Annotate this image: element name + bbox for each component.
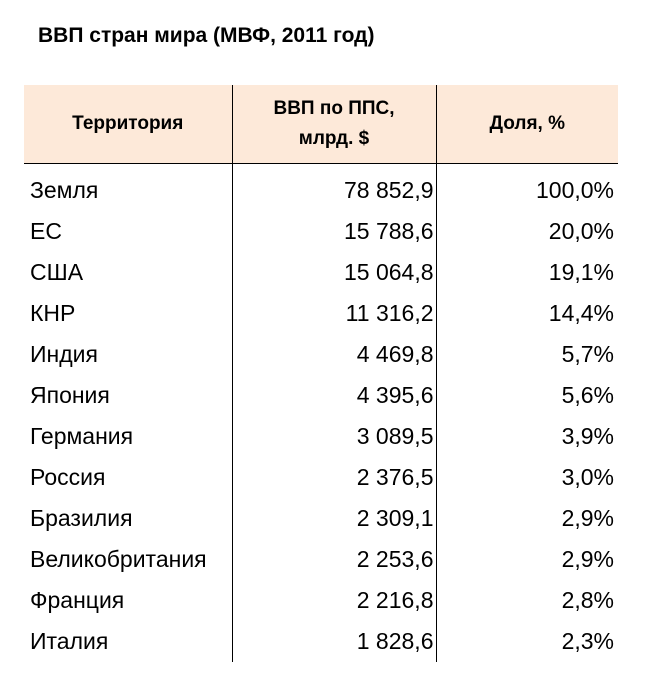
cell-gdp: 2 253,6 <box>231 539 437 580</box>
cell-gdp: 1 828,6 <box>231 621 437 662</box>
cell-territory: Россия <box>30 464 106 490</box>
table-row: ЕС 15 788,6 20,0% <box>24 211 618 252</box>
cell-share: 5,6% <box>561 382 614 408</box>
cell-gdp: 4 395,6 <box>231 375 437 416</box>
header-row: Территория ВВП по ППС, млрд. $ Доля, % <box>24 85 618 164</box>
cell-territory: Япония <box>30 382 110 408</box>
header-gdp-line2: млрд. $ <box>298 128 370 149</box>
cell-gdp: 4 469,8 <box>231 334 437 375</box>
header-gdp: ВВП по ППС, млрд. $ <box>231 85 437 164</box>
table-row: КНР 11 316,2 14,4% <box>24 293 618 334</box>
header-gdp-line1: ВВП по ППС, <box>273 98 395 119</box>
table-row: Бразилия 2 309,1 2,9% <box>24 498 618 539</box>
table-row: Япония 4 395,6 5,6% <box>24 375 618 416</box>
table-row: Италия 1 828,6 2,3% <box>24 621 618 662</box>
cell-share: 100,0% <box>535 177 614 203</box>
table-row: Индия 4 469,8 5,7% <box>24 334 618 375</box>
cell-gdp: 2 309,1 <box>231 498 437 539</box>
table-row: Великобритания 2 253,6 2,9% <box>24 539 618 580</box>
cell-territory: Индия <box>30 341 98 367</box>
table-body: Земля 78 852,9 100,0% ЕС 15 788,6 20,0% США 15 … <box>24 163 618 662</box>
cell-share: 20,0% <box>548 218 614 244</box>
cell-share: 2,8% <box>561 587 614 613</box>
cell-gdp: 11 316,2 <box>231 293 437 334</box>
table-row: Россия 2 376,5 3,0% <box>24 457 618 498</box>
cell-share: 3,9% <box>561 423 614 449</box>
cell-gdp: 2 216,8 <box>231 580 437 621</box>
cell-share: 2,9% <box>561 546 614 572</box>
cell-territory: КНР <box>30 300 76 326</box>
cell-gdp: 15 788,6 <box>231 211 437 252</box>
cell-territory: Великобритания <box>30 546 207 572</box>
cell-territory: Бразилия <box>30 505 133 531</box>
cell-share: 19,1% <box>548 259 614 285</box>
table-row: США 15 064,8 19,1% <box>24 252 618 293</box>
cell-territory: ЕС <box>30 218 62 244</box>
cell-share: 3,0% <box>561 464 614 490</box>
table-header: Территория ВВП по ППС, млрд. $ Доля, % <box>24 85 618 164</box>
cell-gdp: 78 852,9 <box>231 163 437 211</box>
cell-share: 5,7% <box>561 341 614 367</box>
table-row: Земля 78 852,9 100,0% <box>24 163 618 211</box>
cell-gdp: 15 064,8 <box>231 252 437 293</box>
cell-share: 14,4% <box>548 300 614 326</box>
cell-territory: США <box>30 259 84 285</box>
cell-share: 2,9% <box>561 505 614 531</box>
cell-territory: Франция <box>30 587 125 613</box>
cell-share: 2,3% <box>561 628 614 654</box>
header-territory: Территория <box>24 85 232 164</box>
cell-gdp: 3 089,5 <box>231 416 437 457</box>
cell-territory: Германия <box>30 423 134 449</box>
cell-gdp: 2 376,5 <box>231 457 437 498</box>
gdp-table: Территория ВВП по ППС, млрд. $ Доля, % З… <box>24 85 618 662</box>
table-row: Германия 3 089,5 3,9% <box>24 416 618 457</box>
cell-territory: Италия <box>30 628 109 654</box>
cell-territory: Земля <box>30 177 99 203</box>
header-share: Доля, % <box>436 85 618 164</box>
table-row: Франция 2 216,8 2,8% <box>24 580 618 621</box>
table-title: ВВП стран мира (МВФ, 2011 год) <box>38 24 375 47</box>
